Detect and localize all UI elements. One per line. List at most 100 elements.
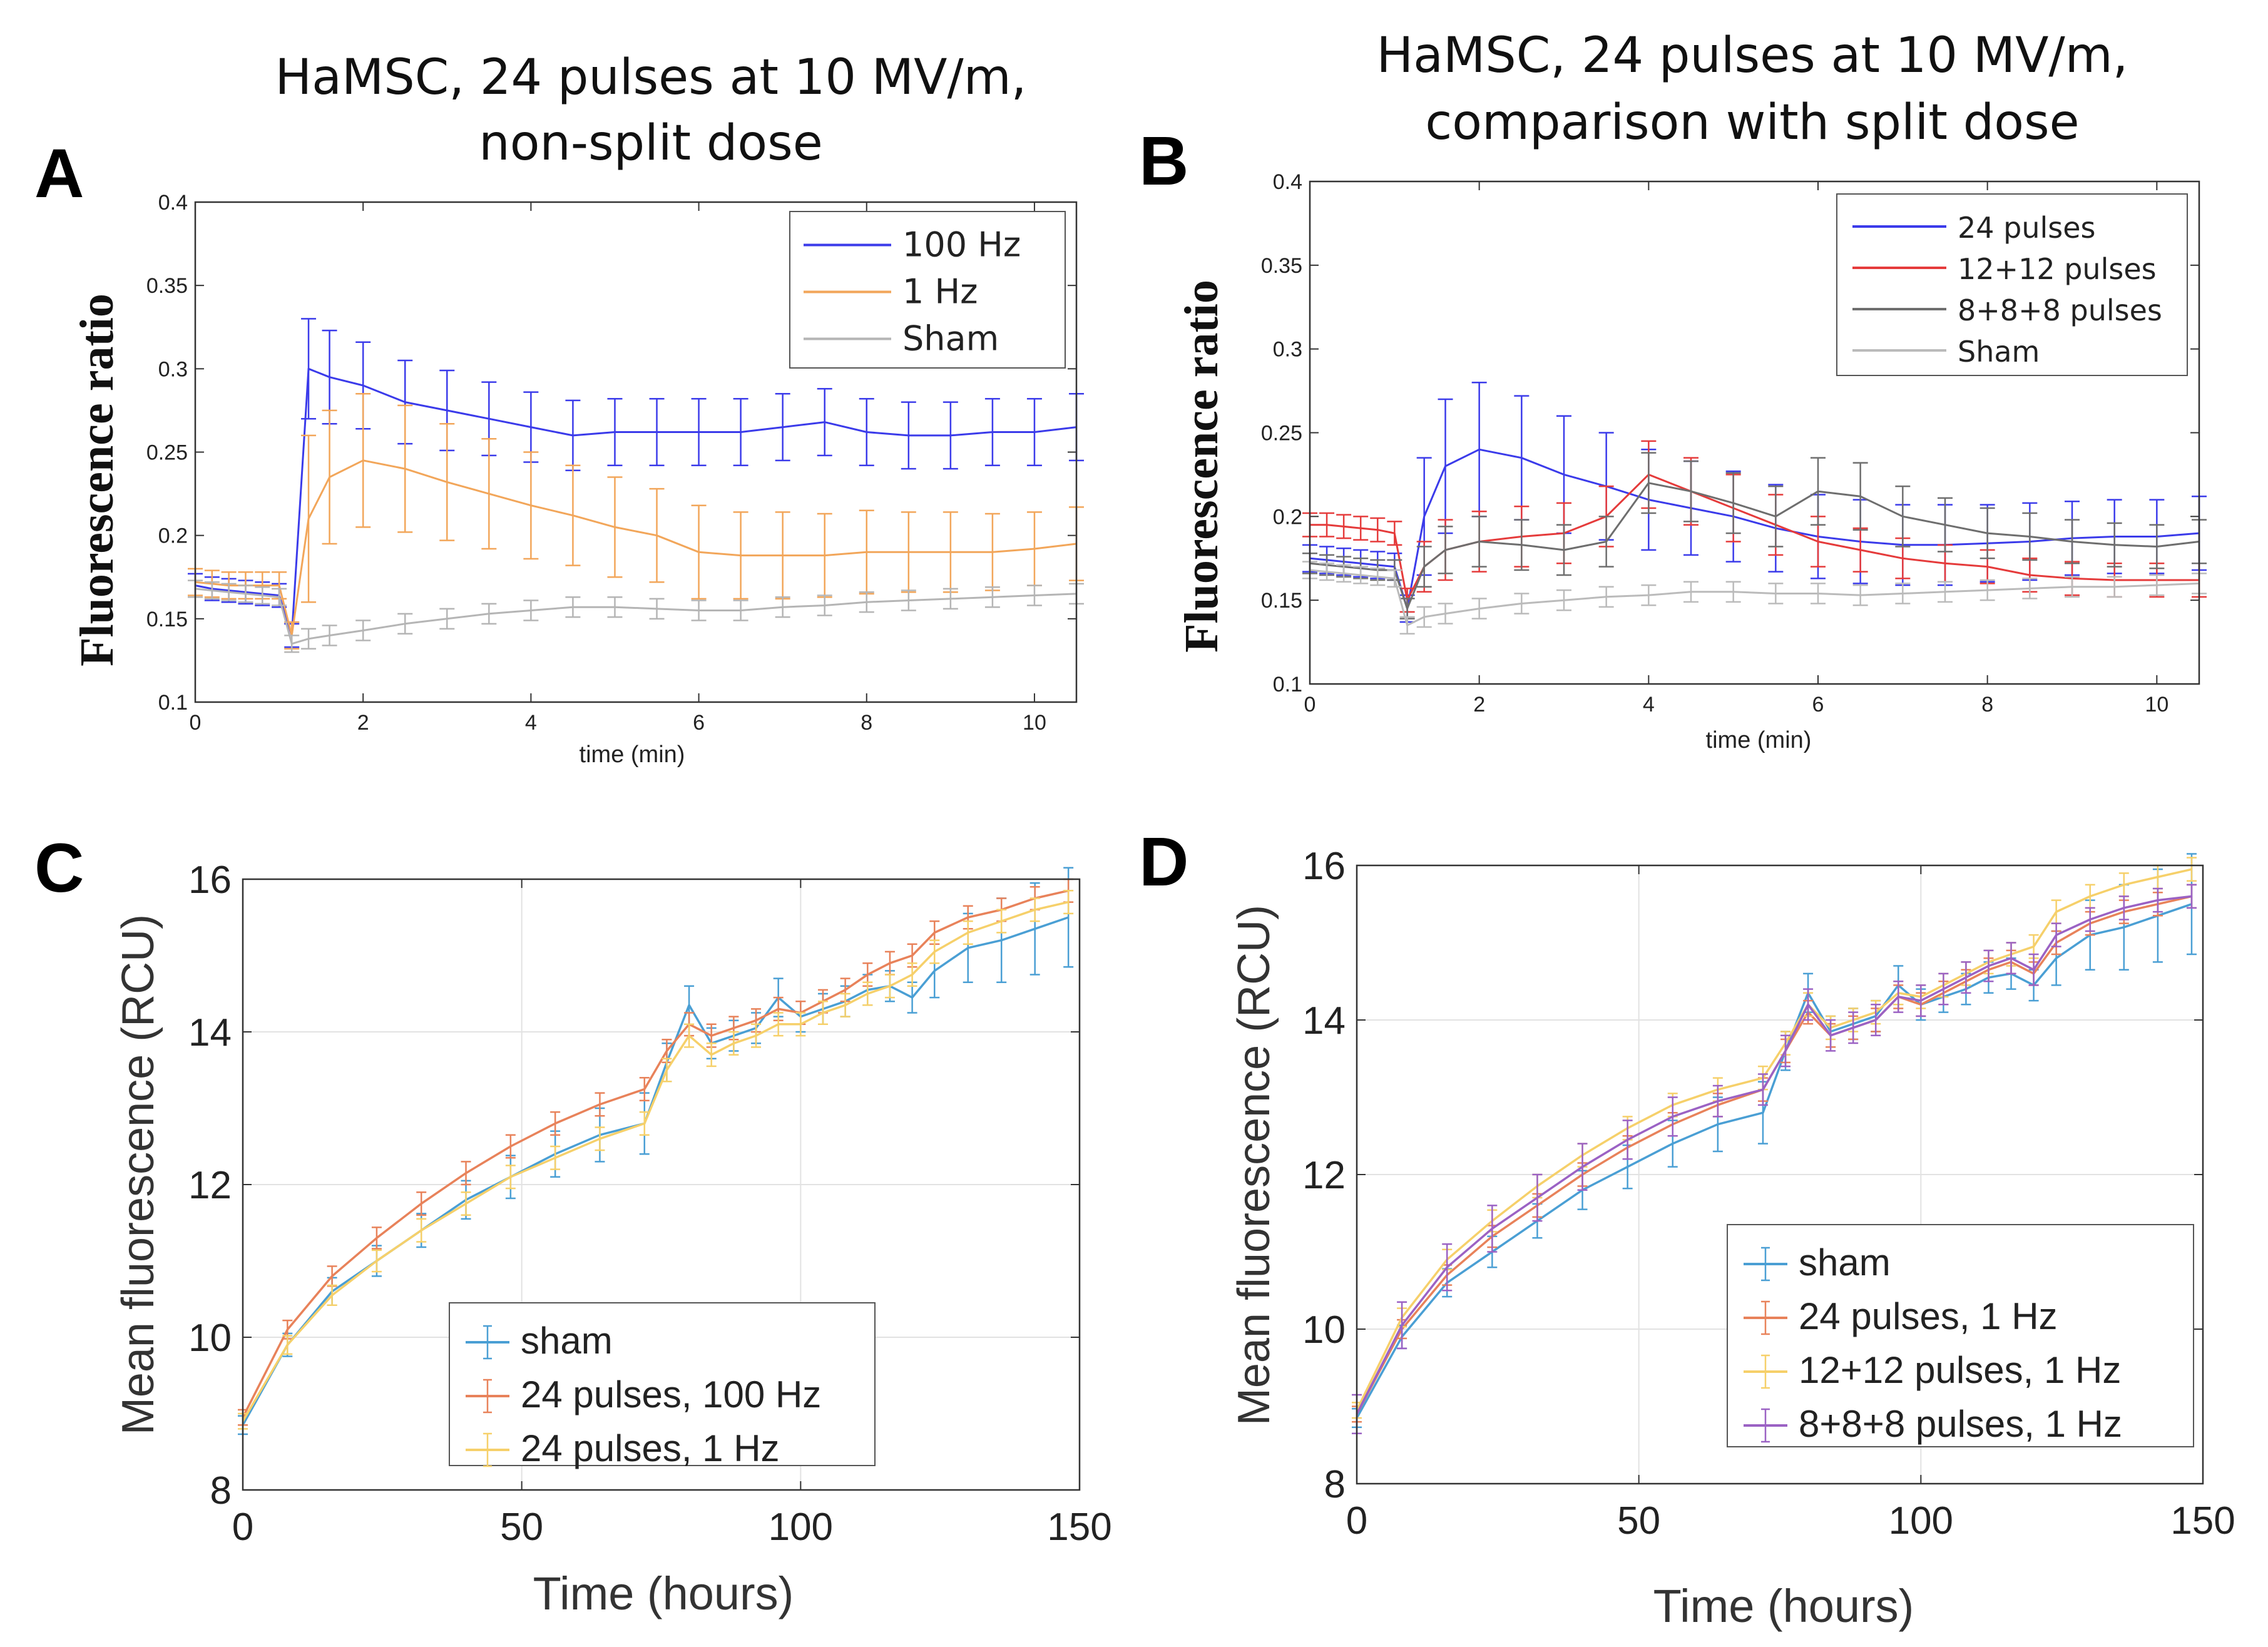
panel-c-legend-label: 24 pulses, 1 Hz: [521, 1427, 780, 1469]
panel-b-ytick-label: 0.15: [1261, 589, 1302, 613]
panel-d-xlabel: Time (hours): [1653, 1580, 1914, 1632]
panel-b-legend-label: 12+12 pulses: [1958, 252, 2157, 286]
panel-b-legend-box: [1836, 193, 2188, 376]
panel-b-title-line-1: HaMSC, 24 pulses at 10 MV/m,: [1377, 28, 2128, 84]
panel-a-ytick-label: 0.4: [158, 191, 188, 215]
panel-b-ytick-label: 0.35: [1261, 254, 1302, 278]
panel-b-series-8-8-8-pulses-line: [1309, 482, 2200, 610]
panel-b-legend-label: 24 pulses: [1958, 211, 2096, 245]
panel-c-series-24-pulses-1-hz: [238, 890, 1074, 1430]
panel-a-xtick-label: 4: [525, 711, 537, 735]
panel-letter-c: C: [34, 830, 84, 907]
panel-b-legend-label: 8+8+8 pulses: [1958, 293, 2162, 327]
panel-d-legend-label: 8+8+8 pulses, 1 Hz: [1799, 1403, 2122, 1445]
panel-b-xlabel: time (min): [1706, 727, 1812, 753]
panel-a-ylabel: Fluorescence ratio: [71, 293, 123, 666]
panel-b-xtick-label: 10: [2145, 693, 2168, 716]
panel-b-series-sham-line: [1309, 569, 2200, 626]
panel-letter-d: D: [1139, 824, 1188, 900]
panel-b-series-8-8-8-pulses: [1302, 452, 2207, 620]
panel-a-legend-label: 100 Hz: [902, 225, 1021, 265]
panel-d-ytick-label: 8: [1324, 1463, 1346, 1506]
panel-a-ytick-label: 0.35: [146, 274, 188, 298]
panel-c-series-24-pulses-1-hz-line: [242, 900, 1069, 1422]
panel-a-plot: 0 2 4 6 8 10 0.1 0.15 0.2 0.25 0.3 0.35 0.4 100 Hz 1 H…: [146, 191, 1084, 735]
panel-c-legend: sham 24 pulses, 100 Hz 24 pulses, 1 Hz: [449, 1302, 876, 1469]
panel-d-ylabel: Mean fluorescence (RCU): [1229, 905, 1279, 1425]
panel-c-xtick-label: 0: [232, 1506, 253, 1549]
panel-a-ytick-label: 0.3: [158, 357, 188, 381]
panel-b-axes-frame: [1309, 180, 2200, 685]
panel-a-xtick-label: 10: [1023, 711, 1046, 735]
panel-c-xtick-label: 100: [769, 1506, 833, 1549]
panel-a-xtick-label: 2: [357, 711, 369, 735]
panel-c-series-24-pulses-100-hz-line: [242, 889, 1069, 1418]
panel-c-plot: 0 50 100 150 8 10 12 14 16 sham 24 pulses, 100 Hz 2…: [188, 859, 1112, 1549]
panel-c-legend-label: sham: [521, 1320, 613, 1362]
panel-b-xtick-label: 0: [1304, 693, 1316, 716]
panel-b-ytick-label: 0.2: [1273, 505, 1302, 529]
panel-a-legend-label: 1 Hz: [902, 272, 978, 312]
panel-c-ytick-label: 8: [210, 1469, 232, 1512]
panel-d-legend-box: [1727, 1224, 2194, 1447]
panel-a-xtick-label: 8: [861, 711, 872, 735]
panel-d-ytick-label: 10: [1302, 1308, 1346, 1352]
panel-d-ytick-label: 14: [1302, 999, 1346, 1043]
panel-b-ytick-label: 0.25: [1261, 422, 1302, 446]
panel-d-xtick-label: 100: [1889, 1499, 1953, 1542]
panel-d-legend-label: 12+12 pulses, 1 Hz: [1799, 1349, 2121, 1391]
panel-a-axes-frame: [194, 201, 1078, 703]
panel-a-series-100-hz-line: [195, 367, 1077, 636]
panel-b-legend-label: Sham: [1958, 335, 2040, 369]
panel-b-xtick-label: 6: [1812, 693, 1824, 716]
panel-b-plot: 0 2 4 6 8 10 0.1 0.15 0.2 0.25 0.3 0.35 0.4 24 pulses…: [1261, 170, 2207, 716]
panel-c-ytick-label: 14: [188, 1011, 232, 1054]
panel-b-series-sham: [1302, 561, 2207, 635]
panel-d-series-8-8-8-pulses-1-hz-line: [1356, 895, 2192, 1415]
panel-c-axes-frame: [242, 878, 1081, 1491]
panel-d-xtick-label: 0: [1346, 1499, 1367, 1542]
panel-a-ytick-label: 0.15: [146, 608, 188, 631]
panel-c-ytick-label: 10: [188, 1317, 232, 1360]
panel-d-ytick-label: 16: [1302, 845, 1346, 888]
panel-c-ytick-label: 12: [188, 1164, 232, 1207]
panel-d-legend-label: sham: [1799, 1242, 1891, 1283]
panel-b-ytick-label: 0.1: [1273, 673, 1302, 696]
panel-d-legend: sham 24 pulses, 1 Hz 12+12 pulses, 1 Hz 8+8…: [1727, 1224, 2194, 1447]
panel-letter-a: A: [34, 135, 84, 212]
panel-c-xtick-label: 50: [500, 1506, 543, 1549]
panel-d-xtick-label: 50: [1617, 1499, 1660, 1542]
panel-b-xtick-label: 2: [1473, 693, 1485, 716]
panel-a-xlabel: time (min): [580, 742, 685, 768]
panel-c-ylabel: Mean fluorescence (RCU): [113, 914, 163, 1435]
panel-b-ytick-label: 0.3: [1273, 338, 1302, 362]
panel-a-series-1-hz: [188, 393, 1084, 650]
panel-c-ytick-label: 16: [188, 859, 232, 902]
panel-c-legend-box: [449, 1302, 876, 1466]
panel-c-xlabel: Time (hours): [533, 1568, 794, 1619]
panel-a-ytick-label: 0.25: [146, 441, 188, 465]
panel-c-xtick-label: 150: [1047, 1506, 1111, 1549]
panel-d-legend-label: 24 pulses, 1 Hz: [1799, 1295, 2058, 1337]
panel-b-ylabel: Fluorescence ratio: [1175, 280, 1228, 653]
panel-a-xtick-label: 6: [693, 711, 705, 735]
panel-a-xtick-label: 0: [190, 711, 202, 735]
panel-b-xtick-label: 8: [1981, 693, 1993, 716]
panel-d-axes-frame: [1356, 864, 2204, 1485]
panel-a-legend-box: [789, 211, 1066, 369]
panel-a-series-1-hz-line: [195, 459, 1077, 636]
panel-d-series-8-8-8-pulses-1-hz: [1352, 884, 2197, 1434]
panel-a-ytick-label: 0.2: [158, 524, 188, 548]
panel-b-ytick-label: 0.4: [1273, 170, 1302, 194]
panel-letter-b: B: [1139, 123, 1188, 200]
panel-a-title-line-2: non-split dose: [479, 115, 822, 171]
panel-d-xtick-label: 150: [2170, 1499, 2235, 1542]
panel-d-ytick-label: 12: [1302, 1154, 1346, 1197]
panel-b-xtick-label: 4: [1643, 693, 1655, 716]
panel-a-legend-label: Sham: [902, 319, 999, 359]
panel-a-series-sham-line: [195, 588, 1077, 645]
panel-a-legend: 100 Hz 1 Hz Sham: [789, 211, 1066, 369]
panel-b-title-line-2: comparison with split dose: [1425, 94, 2079, 151]
panel-b-legend: 24 pulses 12+12 pulses 8+8+8 pulses Sham: [1836, 193, 2188, 376]
